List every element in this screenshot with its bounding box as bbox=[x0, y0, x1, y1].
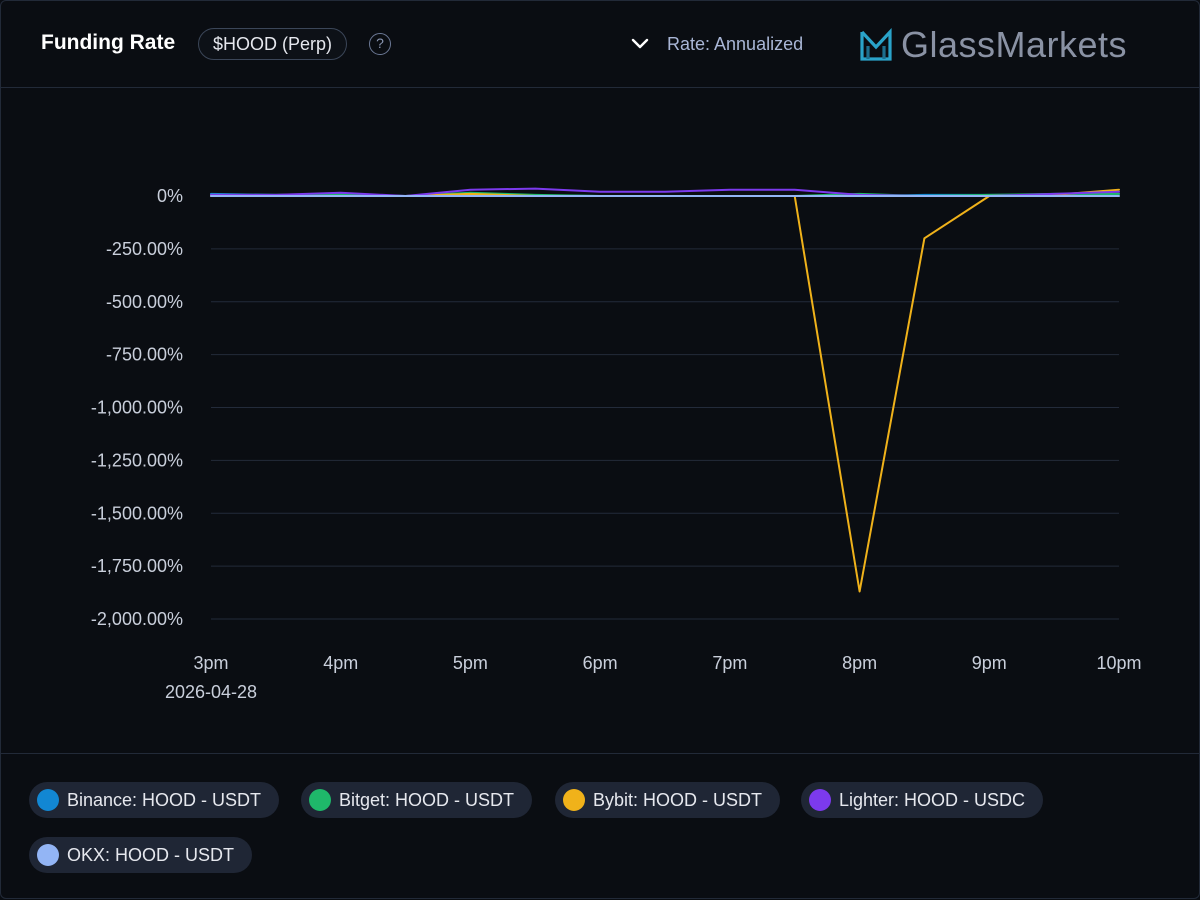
legend-item[interactable]: Lighter: HOOD - USDC bbox=[801, 782, 1044, 818]
rate-mode-dropdown[interactable]: Rate: Annualized bbox=[629, 31, 803, 57]
y-tick-label: -1,250.00% bbox=[91, 450, 183, 470]
y-tick-label: 0% bbox=[157, 186, 183, 206]
x-tick-label: 10pm bbox=[1096, 653, 1141, 673]
glassmarkets-logo-icon bbox=[860, 28, 892, 61]
legend-item-label: Binance: HOOD - USDT bbox=[67, 789, 262, 810]
x-tick-label: 8pm bbox=[842, 653, 877, 673]
legend-color-dot bbox=[809, 789, 831, 811]
page-title: Funding Rate bbox=[41, 31, 176, 54]
x-tick-label: 7pm bbox=[712, 653, 747, 673]
legend-item-label: OKX: HOOD - USDT bbox=[67, 844, 235, 865]
legend-item[interactable]: OKX: HOOD - USDT bbox=[29, 837, 253, 873]
x-tick-label: 5pm bbox=[453, 653, 488, 673]
legend-color-dot bbox=[37, 844, 59, 866]
legend-color-dot bbox=[563, 789, 585, 811]
brand-name: GlassMarkets bbox=[901, 24, 1128, 65]
y-tick-label: -250.00% bbox=[106, 239, 183, 259]
y-tick-label: -750.00% bbox=[106, 345, 183, 365]
y-tick-label: -1,000.00% bbox=[91, 398, 183, 418]
legend-item-label: Bitget: HOOD - USDT bbox=[339, 789, 515, 810]
series-lines bbox=[210, 187, 1120, 593]
legend-item[interactable]: Bitget: HOOD - USDT bbox=[301, 782, 533, 818]
series-line-2 bbox=[210, 188, 1120, 593]
legend-item[interactable]: Binance: HOOD - USDT bbox=[29, 782, 280, 818]
grid-lines bbox=[211, 195, 1119, 620]
x-tick-label: 9pm bbox=[972, 653, 1007, 673]
y-tick-label: -500.00% bbox=[106, 292, 183, 312]
x-axis-date-label: 2026-04-28 bbox=[165, 682, 257, 702]
legend-item[interactable]: Bybit: HOOD - USDT bbox=[555, 782, 781, 818]
y-tick-label: -2,000.00% bbox=[91, 609, 183, 629]
x-tick-label: 4pm bbox=[323, 653, 358, 673]
y-tick-label: -1,500.00% bbox=[91, 503, 183, 523]
funding-rate-line-chart: 0% -250.00% -500.00% -750.00% -1,000.00% -1,2… bbox=[91, 186, 1142, 702]
legend-color-dot bbox=[309, 789, 331, 811]
x-axis-tick-labels: 3pm 4pm 5pm 6pm 7pm 8pm 9pm 10pm 2026-04-28 bbox=[165, 653, 1142, 702]
legend-item-label: Bybit: HOOD - USDT bbox=[593, 789, 763, 810]
brand-logo[interactable]: GlassMarkets bbox=[859, 24, 1128, 65]
chevron-down-icon bbox=[631, 38, 649, 49]
legend: Binance: HOOD - USDT Bitget: HOOD - USDT B… bbox=[1, 753, 1199, 900]
y-axis-tick-labels: 0% -250.00% -500.00% -750.00% -1,000.00% -1,2… bbox=[91, 186, 183, 629]
chart-header: Funding Rate $HOOD (Perp) ? Rate: Annual… bbox=[1, 1, 1199, 88]
legend-color-dot bbox=[37, 789, 59, 811]
x-tick-label: 6pm bbox=[583, 653, 618, 673]
help-icon[interactable]: ? bbox=[369, 33, 391, 55]
x-tick-label: 3pm bbox=[193, 653, 228, 673]
asset-selector-pill[interactable]: $HOOD (Perp) bbox=[198, 28, 348, 60]
legend-item-label: Lighter: HOOD - USDC bbox=[839, 789, 1026, 810]
y-tick-label: -1,750.00% bbox=[91, 556, 183, 576]
rate-mode-label: Rate: Annualized bbox=[667, 33, 804, 54]
